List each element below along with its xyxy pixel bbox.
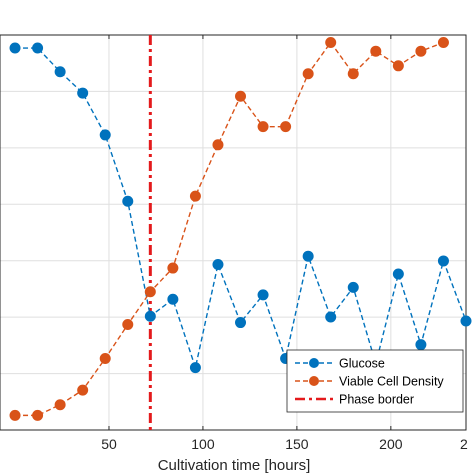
x-tick-label: 100 <box>191 436 215 452</box>
viable-cell-density-point <box>189 190 201 202</box>
x-tick-label: 50 <box>101 436 117 452</box>
glucose-point <box>122 195 134 207</box>
viable-cell-density-point <box>144 286 156 298</box>
legend-marker <box>309 376 319 386</box>
glucose-point <box>9 42 21 54</box>
legend-marker <box>309 358 319 368</box>
legend: Glucose Viable Cell Density Phase border <box>286 349 464 413</box>
viable-cell-density-point <box>9 409 21 421</box>
viable-cell-density-point <box>392 60 404 72</box>
viable-cell-density-point <box>280 121 292 133</box>
glucose-point <box>54 66 66 78</box>
data-series <box>9 37 472 421</box>
viable-cell-density-point <box>32 409 44 421</box>
viable-cell-density-point <box>415 45 427 57</box>
viable-cell-density-point <box>370 45 382 57</box>
glucose-point <box>144 310 156 322</box>
glucose-point <box>347 281 359 293</box>
viable-cell-density-point <box>77 384 89 396</box>
viable-cell-density-point <box>257 121 269 133</box>
glucose-point <box>302 250 314 262</box>
glucose-point <box>257 289 269 301</box>
glucose-point <box>415 339 427 351</box>
glucose-point <box>167 293 179 305</box>
legend-label: Glucose <box>339 357 385 371</box>
glucose-point <box>77 87 89 99</box>
glucose-point <box>460 315 472 327</box>
glucose-point <box>392 268 404 280</box>
glucose-point <box>325 311 337 323</box>
series-line-glucose <box>15 47 467 371</box>
glucose-point <box>212 258 224 270</box>
viable-cell-density-point <box>212 139 224 151</box>
viable-cell-density-point <box>325 37 337 49</box>
legend-label: Viable Cell Density <box>339 375 444 389</box>
viable-cell-density-point <box>99 353 111 365</box>
glucose-point <box>99 129 111 141</box>
x-tick-label: 2 <box>460 436 468 452</box>
x-tick-label: 200 <box>379 436 403 452</box>
glucose-point <box>235 317 247 329</box>
legend-label: Phase border <box>339 393 414 407</box>
viable-cell-density-point <box>122 319 134 331</box>
viable-cell-density-point <box>302 68 314 80</box>
glucose-point <box>189 362 201 374</box>
viable-cell-density-point <box>437 37 449 49</box>
glucose-point <box>32 42 44 54</box>
plot-frame <box>0 34 467 431</box>
viable-cell-density-point <box>235 90 247 102</box>
x-axis-label: Cultivation time [hours] <box>158 457 311 474</box>
viable-cell-density-point <box>347 68 359 80</box>
viable-cell-density-point <box>54 399 66 411</box>
viable-cell-density-point <box>167 262 179 274</box>
glucose-point <box>437 255 449 267</box>
axes: 50 100 150 200 2 <box>0 34 468 452</box>
x-tick-label: 150 <box>285 436 309 452</box>
